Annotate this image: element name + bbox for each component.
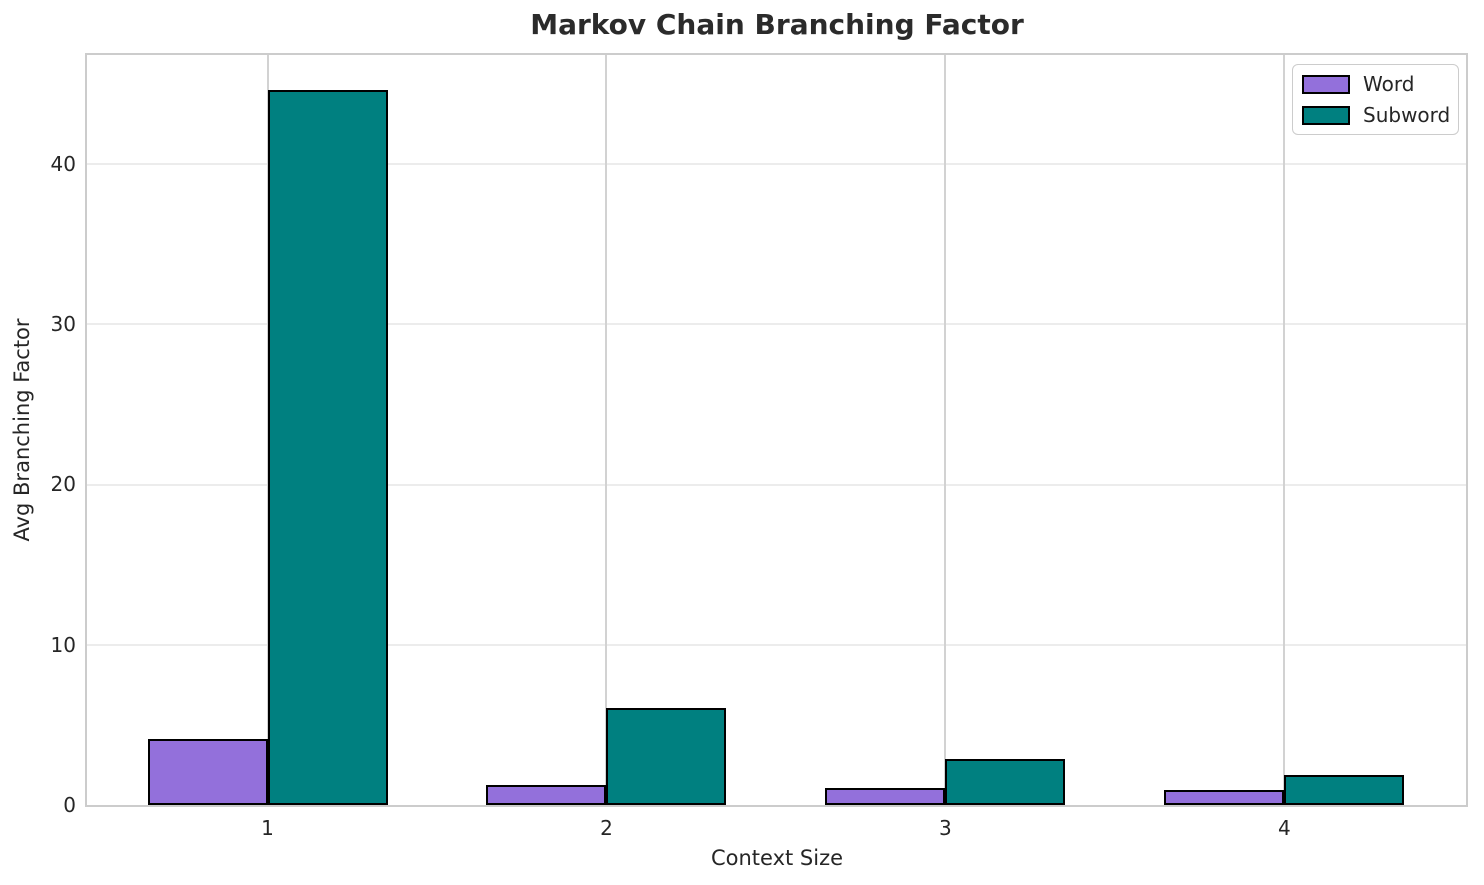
y-tick-label: 30 xyxy=(50,312,76,337)
y-tick-label: 0 xyxy=(63,793,76,817)
chart-title: Markov Chain Branching Factor xyxy=(530,8,1024,41)
gridline-vertical xyxy=(944,55,947,805)
gridline-vertical xyxy=(1283,55,1286,805)
legend-label: Word xyxy=(1363,72,1415,96)
bar-word-context-2 xyxy=(486,784,607,805)
gridline-horizontal xyxy=(87,323,1466,326)
y-tick-label: 10 xyxy=(50,632,76,657)
gridline-horizontal xyxy=(87,483,1466,486)
x-tick-label: 3 xyxy=(939,816,952,840)
x-tick-label: 1 xyxy=(261,816,274,840)
x-tick-label: 2 xyxy=(600,816,613,840)
legend: Word Subword xyxy=(1292,64,1459,135)
bar-subword-context-2 xyxy=(606,708,727,805)
y-tick-label: 20 xyxy=(50,472,76,497)
gridline-vertical xyxy=(605,55,608,805)
legend-item-subword: Subword xyxy=(1302,103,1451,127)
bar-word-context-3 xyxy=(825,788,946,805)
legend-label: Subword xyxy=(1363,103,1451,127)
bar-subword-context-1 xyxy=(267,90,388,805)
x-axis-label: Context Size xyxy=(710,846,844,870)
plot-area xyxy=(85,53,1468,807)
bar-word-context-4 xyxy=(1164,789,1285,805)
bar-subword-context-4 xyxy=(1284,774,1405,805)
bar-subword-context-3 xyxy=(945,758,1066,805)
legend-item-word: Word xyxy=(1302,72,1448,96)
legend-swatch-word xyxy=(1302,74,1350,94)
gridline-horizontal xyxy=(87,643,1466,646)
y-tick-label: 40 xyxy=(50,151,76,176)
bar-word-context-1 xyxy=(147,739,268,805)
legend-swatch-subword xyxy=(1302,105,1350,125)
y-axis-label: Avg Branching Factor xyxy=(10,318,34,542)
gridline-horizontal xyxy=(87,162,1466,165)
x-tick-label: 4 xyxy=(1278,816,1291,840)
